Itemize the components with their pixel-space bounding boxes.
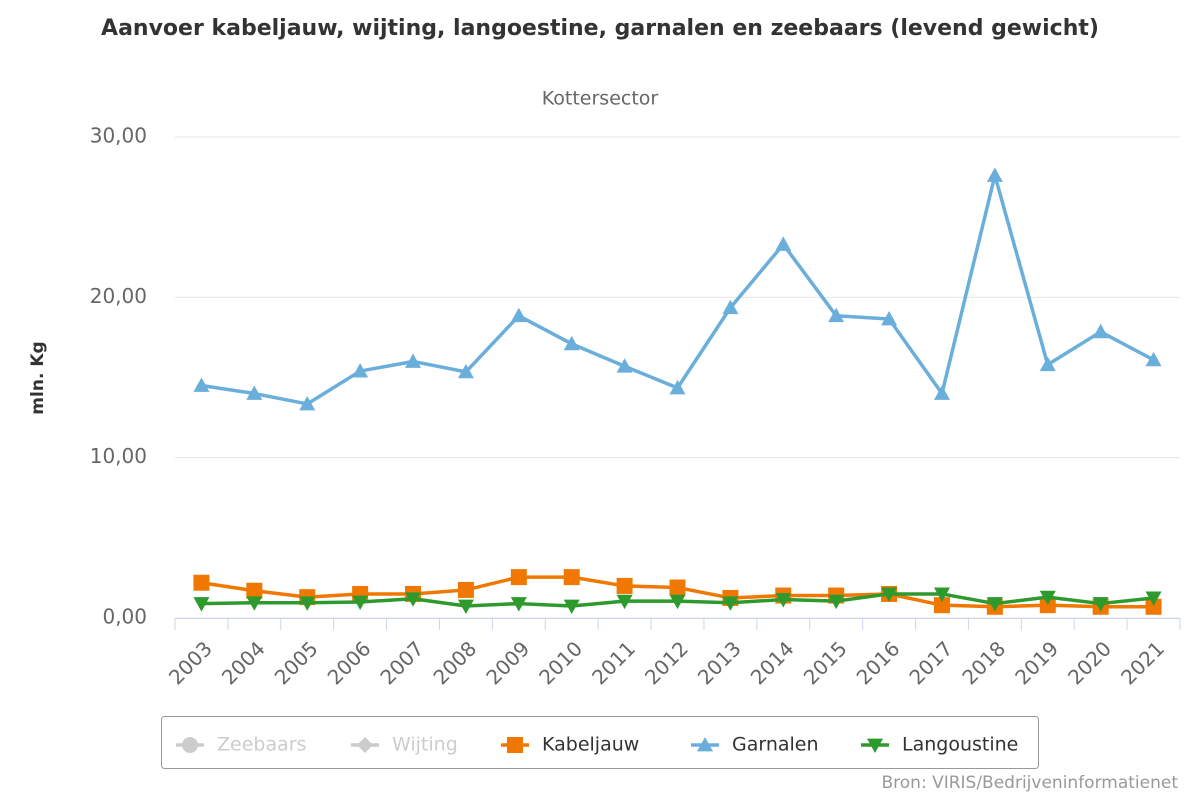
x-tick-label: 2004 — [217, 636, 270, 689]
y-tick-label: 30,00 — [90, 124, 147, 148]
data-point — [933, 597, 950, 614]
chart-title: Aanvoer kabeljauw, wijting, langoestine,… — [101, 16, 1099, 41]
data-point — [933, 587, 950, 602]
data-point — [510, 307, 527, 323]
source-credit: Bron: VIRIS/Bedrijveninformatienet — [881, 773, 1178, 793]
legend-box — [161, 716, 1039, 769]
data-point — [669, 594, 686, 610]
x-tick-label: 2020 — [1063, 636, 1116, 689]
data-point — [1039, 356, 1056, 372]
data-point — [405, 353, 422, 368]
data-point — [828, 307, 845, 323]
data-point — [246, 385, 263, 400]
data-point — [722, 299, 739, 315]
legend-marker — [182, 737, 198, 753]
data-point — [881, 310, 898, 326]
data-point — [457, 581, 474, 598]
data-point — [881, 587, 898, 602]
data-point — [616, 358, 633, 373]
data-point — [352, 595, 369, 610]
legend-marker — [697, 737, 713, 752]
data-point — [669, 579, 686, 596]
x-tick-label: 2008 — [428, 636, 481, 689]
data-point — [1092, 597, 1109, 612]
chart-subtitle: Kottersector — [542, 88, 659, 110]
x-tick-label: 2010 — [534, 636, 587, 689]
data-point — [457, 363, 474, 379]
data-point — [1145, 598, 1162, 615]
legend-label: Zeebaars — [217, 734, 306, 756]
data-point — [299, 395, 316, 411]
x-tick-label: 2015 — [799, 636, 852, 689]
y-tick-label: 10,00 — [90, 444, 147, 468]
x-tick-label: 2014 — [746, 636, 799, 689]
y-tick-label: 20,00 — [90, 284, 147, 308]
legend-label: Wijting — [392, 734, 458, 756]
data-point — [563, 569, 580, 586]
x-tick-label: 2012 — [640, 636, 693, 689]
data-point — [616, 577, 633, 594]
x-tick-label: 2011 — [587, 636, 640, 689]
x-tick-label: 2013 — [693, 636, 746, 689]
data-point — [1092, 323, 1109, 339]
legend-label: Langoustine — [902, 734, 1018, 756]
data-point — [563, 599, 580, 614]
data-point — [986, 167, 1003, 182]
data-point — [1039, 597, 1056, 614]
data-point — [299, 596, 316, 611]
data-point — [986, 597, 1003, 612]
legend-label: Kabeljauw — [542, 734, 639, 756]
data-point — [246, 596, 263, 611]
data-point — [193, 574, 210, 591]
x-tick-label: 2016 — [852, 636, 905, 689]
data-point — [669, 379, 686, 395]
data-point — [1039, 590, 1056, 606]
data-point — [510, 569, 527, 586]
y-tick-label: 0,00 — [102, 605, 147, 629]
x-tick-label: 2021 — [1116, 636, 1169, 689]
y-axis-label: mln. Kg — [28, 341, 48, 414]
x-tick-label: 2007 — [375, 636, 428, 689]
data-point — [828, 594, 845, 610]
data-point — [775, 236, 792, 251]
legend-label: Garnalen — [732, 734, 819, 756]
data-point — [563, 335, 580, 351]
data-point — [1145, 591, 1162, 606]
data-point — [352, 363, 369, 378]
data-point — [457, 599, 474, 614]
data-point — [933, 385, 950, 400]
x-tick-label: 2018 — [957, 636, 1010, 689]
legend-marker — [507, 737, 523, 753]
data-point — [616, 594, 633, 610]
data-point — [510, 597, 527, 612]
x-tick-label: 2017 — [904, 636, 957, 689]
series-line — [201, 173, 1155, 406]
x-tick-label: 2009 — [481, 636, 534, 689]
data-point — [775, 593, 792, 608]
legend-marker — [867, 738, 883, 753]
x-tick-label: 2019 — [1010, 636, 1063, 689]
data-point — [193, 377, 210, 392]
x-tick-label: 2006 — [323, 636, 376, 689]
data-point — [246, 582, 263, 599]
legend-marker — [357, 737, 373, 753]
x-tick-label: 2003 — [164, 636, 217, 689]
x-tick-label: 2005 — [270, 636, 323, 689]
data-point — [1145, 351, 1162, 367]
data-point — [405, 592, 422, 607]
data-point — [722, 596, 739, 611]
data-point — [193, 597, 210, 612]
